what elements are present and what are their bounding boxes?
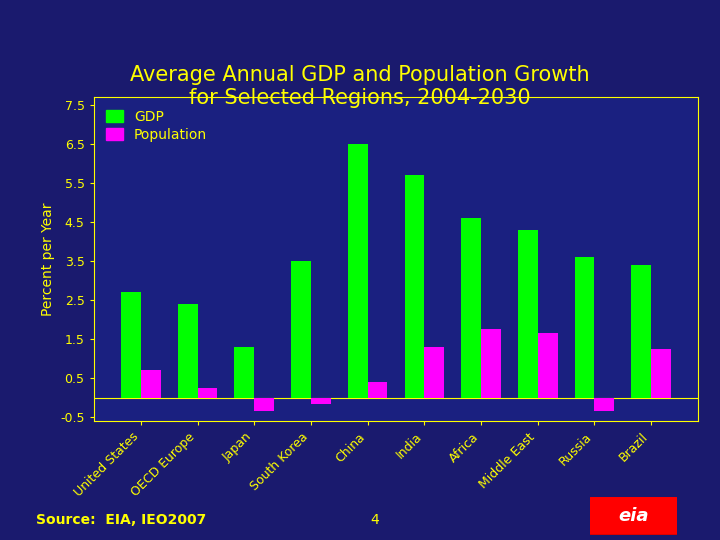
Bar (121, 292, 141, 398)
Bar (348, 144, 368, 398)
Text: eia: eia (618, 507, 649, 525)
Bar (538, 333, 557, 398)
Bar (651, 349, 671, 398)
Bar (575, 257, 595, 398)
Bar (424, 347, 444, 398)
Bar (141, 370, 161, 398)
Bar (595, 398, 614, 411)
FancyBboxPatch shape (585, 496, 682, 536)
Bar (291, 261, 311, 398)
Text: 4: 4 (370, 513, 379, 527)
Bar (178, 304, 197, 398)
Bar (368, 382, 387, 398)
Bar (518, 230, 538, 398)
Text: Average Annual GDP and Population Growth
for Selected Regions, 2004-2030: Average Annual GDP and Population Growth… (130, 65, 590, 108)
Bar (481, 329, 501, 398)
Legend: GDP, Population: GDP, Population (101, 104, 212, 147)
Bar (254, 398, 274, 411)
Bar (311, 398, 330, 403)
Y-axis label: Percent per Year: Percent per Year (40, 202, 55, 316)
Bar (235, 347, 254, 398)
Bar (405, 176, 424, 398)
Bar (631, 265, 651, 398)
Bar (197, 388, 217, 398)
Bar (462, 218, 481, 398)
Text: Source:  EIA, IEO2007: Source: EIA, IEO2007 (36, 513, 206, 527)
